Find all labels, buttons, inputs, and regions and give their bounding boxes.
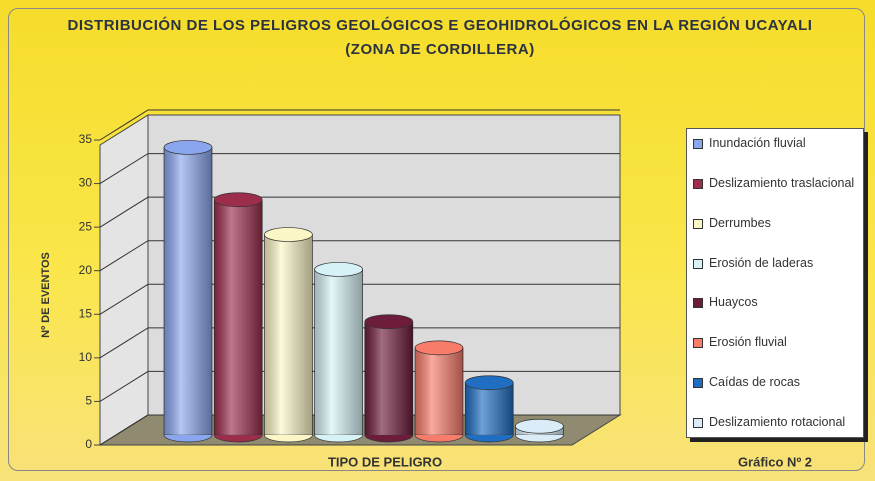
legend-item: Erosión fluvial — [693, 334, 857, 351]
grid-line — [99, 240, 620, 272]
legend-item: Inundación fluvial — [693, 135, 857, 152]
legend-item: Huaycos — [693, 294, 857, 311]
bar-top — [364, 314, 414, 330]
legend-label: Derrumbes — [709, 215, 771, 230]
y-tick-label: 5 — [85, 394, 92, 408]
legend-item: Caídas de rocas — [693, 374, 857, 391]
legend-swatch — [693, 338, 703, 349]
bar-shade — [264, 234, 313, 435]
legend-label: Deslizamiento rotacional — [709, 414, 846, 429]
y-tick-label: 15 — [79, 306, 93, 320]
frame — [8, 8, 865, 471]
legend-swatch — [693, 298, 703, 309]
y-tick-label: 35 — [79, 132, 93, 146]
bar-bottom — [163, 434, 213, 443]
y-tick-label: 10 — [79, 350, 93, 364]
bar-top — [314, 262, 363, 277]
annotation: Gráfico Nº 2 — [738, 454, 812, 469]
legend-label: Huaycos — [709, 295, 758, 310]
x-axis-label: TIPO DE PELIGRO — [328, 454, 442, 469]
legend-swatch — [693, 378, 703, 389]
legend-label: Inundación fluvial — [709, 136, 806, 150]
bar-top — [163, 140, 213, 155]
y-axis-label: Nº DE EVENTOS — [40, 252, 52, 338]
bar-shade — [415, 347, 463, 435]
legend: Inundación fluvial Deslizamiento traslaci… — [686, 128, 864, 438]
legend-swatch — [693, 178, 703, 189]
bar-bottom — [314, 434, 363, 443]
legend-swatch — [693, 258, 703, 269]
bar-shade — [164, 147, 212, 435]
legend-item: Erosión de laderas — [693, 255, 857, 272]
bar-shade — [214, 199, 263, 435]
grid-line — [99, 109, 620, 141]
legend-swatch — [693, 139, 703, 149]
legend-item: Deslizamiento traslacional — [693, 175, 857, 192]
legend-label: Caídas de rocas — [709, 375, 801, 390]
y-tick-label: 25 — [79, 219, 93, 233]
legend-label: Erosión de laderas — [709, 255, 814, 270]
grid-line — [99, 327, 620, 359]
bar-top — [264, 227, 313, 242]
legend-label: Deslizamiento traslacional — [709, 175, 855, 190]
grid-line — [99, 153, 620, 184]
bar-bottom — [364, 434, 414, 443]
bar-bottom — [464, 434, 514, 443]
bar-top — [213, 192, 263, 208]
bar-shade — [314, 269, 363, 435]
bar-bottom — [213, 434, 263, 443]
legend-label: Erosión fluvial — [709, 335, 787, 350]
bar-bottom — [264, 434, 313, 443]
legend-swatch — [693, 417, 703, 428]
legend-item: Derrumbes — [693, 215, 857, 232]
bar-top — [464, 375, 514, 391]
bar-top — [515, 418, 564, 434]
y-tick-label: 30 — [79, 176, 93, 190]
y-tick-label: 0 — [85, 437, 92, 451]
bar-shade — [465, 382, 514, 435]
side-wall — [99, 114, 149, 446]
legend-swatch — [693, 218, 703, 229]
bar-shade — [364, 321, 413, 435]
chart-title: DISTRIBUCIÓN DE LOS PELIGROS GEOLÓGICOS … — [67, 17, 813, 58]
grid-line — [99, 283, 620, 315]
y-tick-label: 20 — [79, 263, 93, 277]
bar-bottom — [515, 434, 564, 443]
bar-bottom — [414, 434, 464, 443]
bar-top — [414, 340, 464, 356]
grid-line — [99, 196, 620, 228]
legend-item: Deslizamiento rotacional — [693, 414, 857, 431]
